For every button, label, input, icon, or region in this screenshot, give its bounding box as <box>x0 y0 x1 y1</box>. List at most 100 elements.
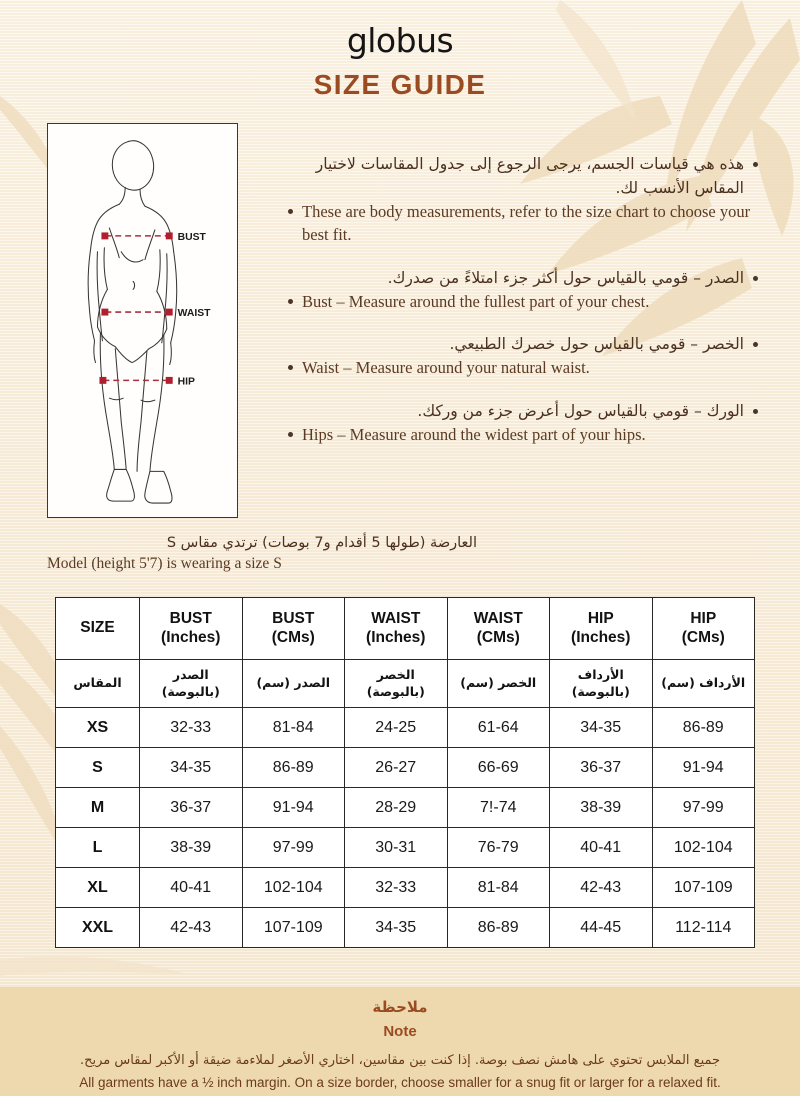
cell-size: XS <box>55 707 140 748</box>
page-header: globus SIZE GUIDE <box>0 21 800 101</box>
column-header-bust-inches: BUST (Inches) <box>139 597 243 660</box>
cell-hip-cms: 86-89 <box>651 707 755 748</box>
footer-title-en: Note <box>383 1022 417 1040</box>
cell-bust-inches: 34-35 <box>139 747 243 788</box>
column-header-size-ar: المقاس <box>55 659 140 708</box>
cell-hip-cms: 112-114 <box>651 907 755 948</box>
cell-waist-inches: 24-25 <box>344 707 448 748</box>
model-note-ar: العارضة (طولها 5 أقدام و7 بوصات) ترتدي م… <box>166 535 477 551</box>
instruction-text-ar: الخصر – قومي بالقياس حول خصرك الطبيعي. <box>449 335 744 354</box>
cell-waist-inches: 34-35 <box>344 907 448 948</box>
cell-hip-inches: 44-45 <box>549 907 653 948</box>
cell-bust-inches: 32-33 <box>139 707 243 748</box>
bullet-dot-icon <box>288 209 293 215</box>
waist-measure-line <box>101 308 173 316</box>
cell-size: M <box>55 787 140 828</box>
cell-hip-cms: 91-94 <box>651 747 755 788</box>
cell-waist-cms: 86-89 <box>446 907 550 948</box>
column-header-hip-cms-ar: الأرداف (سم) <box>651 659 755 708</box>
instruction-text-en: Bust – Measure around the fullest part o… <box>302 291 650 311</box>
table-row: XL 40-41 102-104 32-33 81-84 42-43 107-1… <box>55 867 755 908</box>
list-item: Bust – Measure around the fullest part o… <box>288 290 758 313</box>
footer-title-ar: ملاحظة <box>372 998 428 1016</box>
measurement-instructions-list: هذه هي قياسات الجسم، يرجى الرجوع إلى جدو… <box>288 152 758 446</box>
cell-bust-inches: 36-37 <box>139 787 243 828</box>
cell-waist-inches: 26-27 <box>344 747 448 788</box>
instruction-text-en: Waist – Measure around your natural wais… <box>302 358 590 378</box>
bullet-dot-icon <box>288 298 293 304</box>
column-header-waist-cms-ar: الخصر (سم) <box>446 659 550 708</box>
instruction-text-ar: الورك – قومي بالقياس حول أعرض جزء من ورك… <box>417 401 744 420</box>
cell-size: XXL <box>55 907 140 948</box>
body-measurement-figure-panel: BUST WAIST HIP <box>47 123 238 518</box>
list-item: الصدر – قومي بالقياس حول أكثر جزء امتلاء… <box>288 266 758 290</box>
instruction-group-bust: الصدر – قومي بالقياس حول أكثر جزء امتلاء… <box>288 266 758 313</box>
cell-bust-cms: 102-104 <box>241 867 345 908</box>
column-header-size: SIZE <box>55 597 140 660</box>
hip-label: HIP <box>178 376 195 387</box>
brand-logo: globus <box>346 21 454 60</box>
column-header-bust-inches-ar: الصدر (بالبوصة) <box>139 659 243 708</box>
cell-bust-inches: 38-39 <box>139 827 243 868</box>
cell-waist-cms: 76-79 <box>446 827 550 868</box>
waist-label: WAIST <box>178 308 212 319</box>
cell-hip-cms: 102-104 <box>651 827 755 868</box>
cell-size: L <box>55 827 140 868</box>
column-header-bust-cms-ar: الصدر (سم) <box>241 659 345 708</box>
table-row: L 38-39 97-99 30-31 76-79 40-41 102-104 <box>55 827 755 868</box>
cell-hip-inches: 36-37 <box>549 747 653 788</box>
cell-hip-inches: 40-41 <box>549 827 653 868</box>
table-row: M 36-37 91-94 28-29 7!-74 38-39 97-99 <box>55 787 755 828</box>
list-item: Hips – Measure around the widest part of… <box>288 423 758 446</box>
list-item: These are body measurements, refer to th… <box>288 200 758 247</box>
model-height-note: العارضة (طولها 5 أقدام و7 بوصات) ترتدي م… <box>47 533 477 575</box>
cell-waist-cms: 61-64 <box>446 707 550 748</box>
list-item: Waist – Measure around your natural wais… <box>288 356 758 379</box>
bust-measure-line <box>101 232 173 240</box>
footer-body-en: All garments have a ½ inch margin. On a … <box>79 1074 721 1090</box>
bullet-dot-icon <box>753 275 758 281</box>
table-row: XS 32-33 81-84 24-25 61-64 34-35 86-89 <box>55 707 755 748</box>
page-title: SIZE GUIDE <box>313 68 487 100</box>
bullet-dot-icon <box>753 162 758 167</box>
female-body-figure-diagram: BUST WAIST HIP <box>87 140 212 504</box>
model-note-en: Model (height 5'7) is wearing a size S <box>47 555 282 573</box>
bullet-dot-icon <box>288 365 293 371</box>
instruction-group-general: هذه هي قياسات الجسم، يرجى الرجوع إلى جدو… <box>288 152 758 247</box>
instruction-text-ar: هذه هي قياسات الجسم، يرجى الرجوع إلى جدو… <box>315 155 744 198</box>
instruction-group-waist: الخصر – قومي بالقياس حول خصرك الطبيعي. W… <box>288 332 758 379</box>
cell-bust-cms: 81-84 <box>241 707 345 748</box>
cell-size: S <box>55 747 140 788</box>
cell-hip-inches: 38-39 <box>549 787 653 828</box>
cell-waist-inches: 32-33 <box>344 867 448 908</box>
column-header-waist-cms: WAIST (CMs) <box>446 597 550 660</box>
cell-hip-inches: 34-35 <box>549 707 653 748</box>
cell-hip-inches: 42-43 <box>549 867 653 908</box>
list-item: الورك – قومي بالقياس حول أعرض جزء من ورك… <box>288 399 758 423</box>
cell-hip-cms: 97-99 <box>651 787 755 828</box>
cell-waist-cms: 81-84 <box>446 867 550 908</box>
list-item: الخصر – قومي بالقياس حول خصرك الطبيعي. <box>288 332 758 356</box>
cell-waist-inches: 30-31 <box>344 827 448 868</box>
instruction-group-hips: الورك – قومي بالقياس حول أعرض جزء من ورك… <box>288 399 758 446</box>
instruction-text-en: These are body measurements, refer to th… <box>302 202 751 245</box>
table-header-row-en: SIZE BUST (Inches) BUST (CMs) WAIST (Inc… <box>55 597 755 660</box>
size-chart-table: SIZE BUST (Inches) BUST (CMs) WAIST (Inc… <box>55 597 755 948</box>
cell-bust-cms: 107-109 <box>241 907 345 948</box>
column-header-waist-inches: WAIST (Inches) <box>344 597 448 660</box>
table-header-row-ar: المقاس الصدر (بالبوصة) الصدر (سم) الخصر … <box>55 659 755 708</box>
cell-hip-cms: 107-109 <box>651 867 755 908</box>
instruction-text-en: Hips – Measure around the widest part of… <box>302 424 646 444</box>
bust-label: BUST <box>178 232 207 243</box>
cell-waist-cms: 66-69 <box>446 747 550 788</box>
bullet-dot-icon <box>288 431 293 437</box>
column-header-hip-inches-ar: الأرداف (بالبوصة) <box>549 659 653 708</box>
column-header-bust-cms: BUST (CMs) <box>241 597 345 660</box>
footer-note-band: ملاحظة Note جميع الملابس تحتوي على هامش … <box>0 987 800 1096</box>
cell-waist-inches: 28-29 <box>344 787 448 828</box>
cell-bust-inches: 40-41 <box>139 867 243 908</box>
cell-size: XL <box>55 867 140 908</box>
table-row: XXL 42-43 107-109 34-35 86-89 44-45 112-… <box>55 907 755 948</box>
cell-bust-cms: 91-94 <box>241 787 345 828</box>
bullet-dot-icon <box>753 342 758 348</box>
